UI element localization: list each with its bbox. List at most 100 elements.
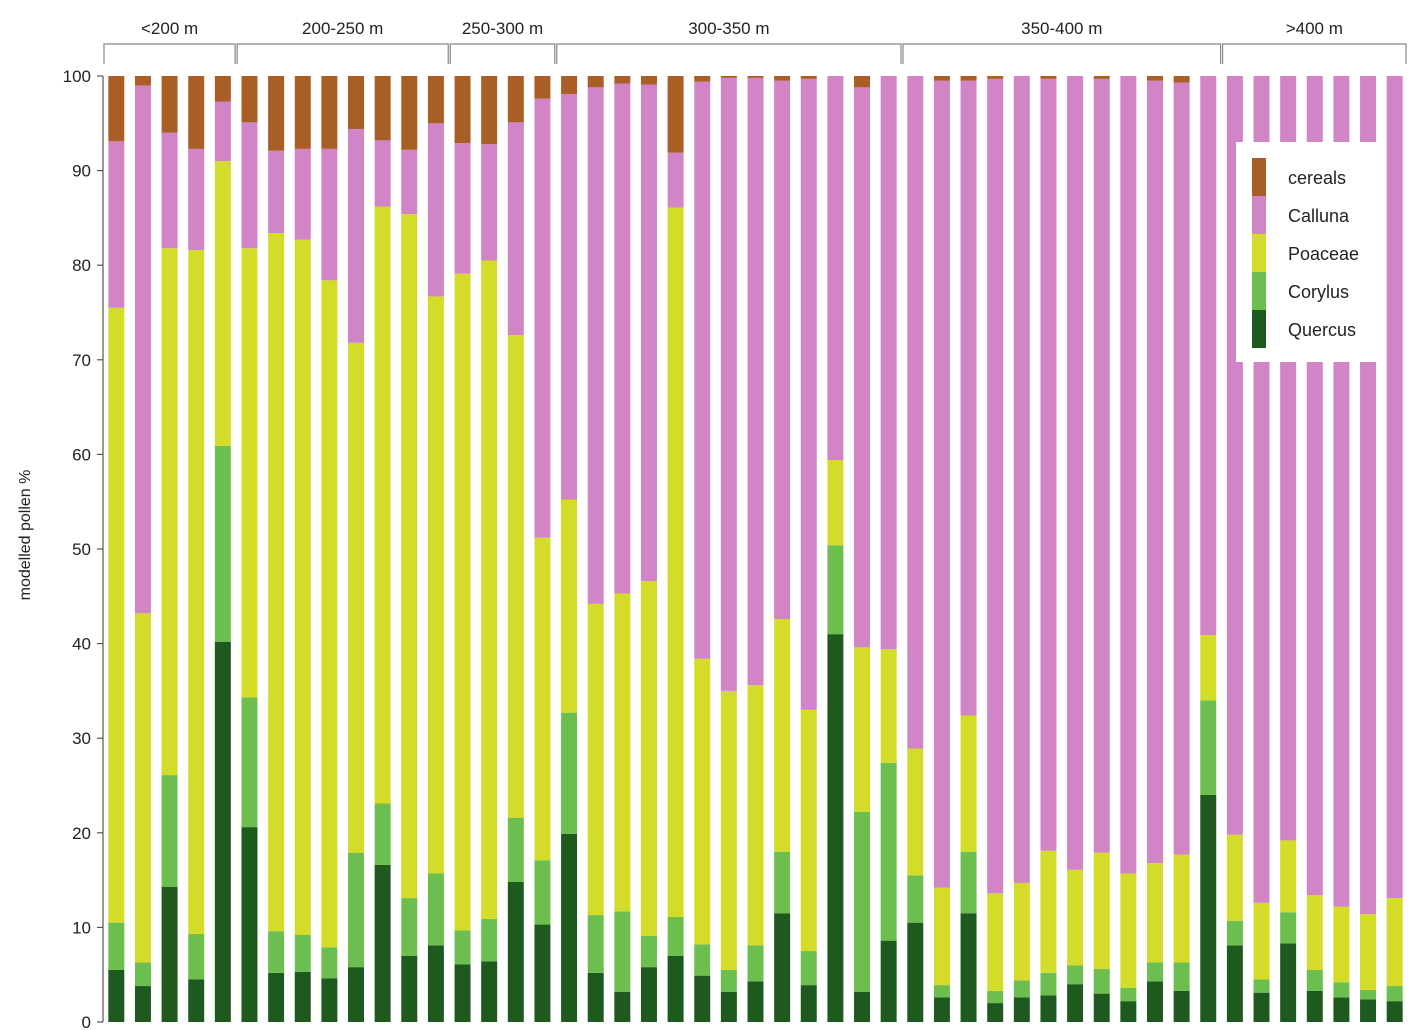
bar-segment-poaceae xyxy=(1360,914,1377,990)
bar-segment-quercus xyxy=(534,924,551,1022)
bar-segment-corylus xyxy=(241,697,258,828)
bar-segment-poaceae xyxy=(640,581,657,936)
bar-segment-cereals xyxy=(454,76,471,144)
bar-column xyxy=(427,76,444,1022)
bar-segment-poaceae xyxy=(1280,840,1297,913)
bar-segment-corylus xyxy=(561,712,578,834)
bar-segment-corylus xyxy=(507,817,524,882)
bar-segment-poaceae xyxy=(720,690,737,970)
bar-segment-cereals xyxy=(614,76,631,84)
y-tick-label: 0 xyxy=(82,1013,91,1030)
bar-segment-cereals xyxy=(854,76,871,88)
bar-segment-corylus xyxy=(108,922,125,970)
bar-segment-poaceae xyxy=(854,647,871,812)
group-label: 200-250 m xyxy=(302,19,383,38)
bar-segment-cereals xyxy=(774,76,791,81)
y-tick-label: 80 xyxy=(72,256,91,275)
bar-segment-corylus xyxy=(854,811,871,992)
bar-segment-corylus xyxy=(587,915,604,973)
bar-segment-cereals xyxy=(694,76,711,82)
bar-segment-quercus xyxy=(960,913,977,1022)
bar-segment-calluna xyxy=(987,78,1004,894)
bar-segment-quercus xyxy=(854,991,871,1022)
y-tick-label: 100 xyxy=(63,67,91,86)
bar-column xyxy=(401,76,418,1022)
group-label: 300-350 m xyxy=(688,19,769,38)
bar-column xyxy=(454,76,471,1022)
bar-segment-corylus xyxy=(614,911,631,992)
bar-segment-corylus xyxy=(1333,982,1350,998)
bar-segment-quercus xyxy=(1253,992,1270,1022)
bar-segment-corylus xyxy=(1386,986,1403,1002)
bar-segment-cereals xyxy=(933,76,950,81)
bar-segment-corylus xyxy=(348,852,364,968)
bar-segment-calluna xyxy=(1147,80,1163,864)
bar-segment-calluna xyxy=(348,128,364,343)
bar-segment-corylus xyxy=(1226,920,1243,946)
bar-segment-corylus xyxy=(534,860,551,925)
bar-column xyxy=(694,76,711,1022)
bar-segment-poaceae xyxy=(1120,873,1137,988)
legend-label-cereals: cereals xyxy=(1288,168,1346,188)
bar-segment-cereals xyxy=(1147,76,1163,81)
bar-segment-quercus xyxy=(667,955,684,1022)
bar-segment-poaceae xyxy=(134,613,151,963)
bar-segment-quercus xyxy=(880,940,897,1022)
bar-segment-corylus xyxy=(1013,980,1030,998)
bar-segment-quercus xyxy=(640,967,657,1022)
bar-column xyxy=(294,76,311,1022)
bar-segment-poaceae xyxy=(348,342,364,853)
bar-segment-poaceae xyxy=(1386,898,1403,987)
bar-segment-cereals xyxy=(720,76,737,78)
bar-segment-calluna xyxy=(774,80,791,620)
bar-segment-quercus xyxy=(1013,997,1030,1022)
bar-segment-calluna xyxy=(827,76,844,461)
y-tick-label: 70 xyxy=(72,351,91,370)
bar-segment-corylus xyxy=(640,935,657,968)
bar-segment-corylus xyxy=(827,545,844,635)
bar-segment-cereals xyxy=(294,76,311,149)
bar-segment-calluna xyxy=(108,141,125,308)
y-axis-title: modelled pollen % xyxy=(17,470,34,601)
bar-segment-cereals xyxy=(427,76,444,124)
bar-segment-cereals xyxy=(241,76,258,123)
bar-segment-poaceae xyxy=(561,499,578,713)
bar-segment-corylus xyxy=(960,851,977,914)
bar-segment-calluna xyxy=(507,122,524,336)
bar-segment-corylus xyxy=(1360,989,1377,1000)
bar-segment-poaceae xyxy=(108,307,125,923)
bar-segment-calluna xyxy=(427,123,444,297)
bar-segment-quercus xyxy=(294,971,311,1022)
bar-segment-cereals xyxy=(268,76,285,151)
bar-segment-calluna xyxy=(561,93,578,500)
bar-segment-corylus xyxy=(800,951,817,986)
legend-label-poaceae: Poaceae xyxy=(1288,244,1359,264)
bar-segment-calluna xyxy=(640,84,657,582)
bar-segment-quercus xyxy=(694,975,711,1022)
group-label: <200 m xyxy=(141,19,198,38)
bar-segment-quercus xyxy=(1333,997,1350,1022)
bar-segment-corylus xyxy=(1173,962,1190,991)
bar-segment-quercus xyxy=(454,964,471,1022)
bar-segment-poaceae xyxy=(1147,863,1163,963)
bar-segment-poaceae xyxy=(1253,902,1270,980)
bar-segment-quercus xyxy=(374,864,391,1022)
bar-column xyxy=(827,76,844,1022)
bar-segment-calluna xyxy=(1200,76,1217,636)
bar-segment-cereals xyxy=(134,76,151,86)
bar-segment-quercus xyxy=(614,991,631,1022)
bar-column xyxy=(481,76,498,1022)
group-bracket xyxy=(556,43,902,64)
legend-swatch-quercus xyxy=(1252,310,1266,348)
bar-segment-calluna xyxy=(720,77,737,691)
bar-column xyxy=(1013,76,1030,1022)
y-tick-label: 30 xyxy=(72,729,91,748)
bar-segment-poaceae xyxy=(427,296,444,874)
bar-segment-calluna xyxy=(747,77,764,686)
bar-segment-poaceae xyxy=(454,273,471,931)
bar-column xyxy=(640,76,657,1022)
bar-segment-quercus xyxy=(134,986,151,1022)
bar-column xyxy=(614,76,631,1022)
bar-column xyxy=(188,76,205,1022)
